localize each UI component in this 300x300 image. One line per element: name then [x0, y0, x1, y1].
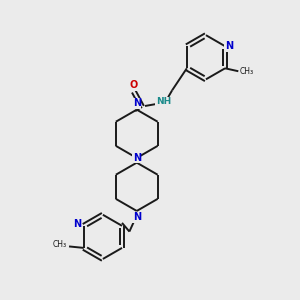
- Text: N: N: [133, 153, 141, 163]
- Text: CH₃: CH₃: [239, 67, 253, 76]
- Text: NH: NH: [156, 97, 171, 106]
- Text: N: N: [133, 98, 141, 108]
- Text: N: N: [225, 41, 233, 51]
- Text: O: O: [130, 80, 138, 90]
- Text: N: N: [73, 219, 81, 229]
- Text: N: N: [133, 212, 141, 222]
- Text: CH₃: CH₃: [52, 241, 67, 250]
